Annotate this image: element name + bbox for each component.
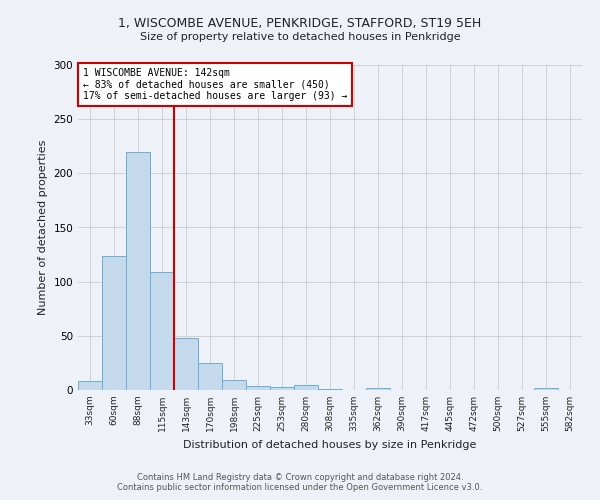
Bar [366,388,390,390]
Bar [78,382,102,390]
Bar [150,272,174,390]
X-axis label: Distribution of detached houses by size in Penkridge: Distribution of detached houses by size … [184,440,476,450]
Bar [222,380,246,390]
Y-axis label: Number of detached properties: Number of detached properties [38,140,48,315]
Bar [318,389,342,390]
Bar [270,387,294,390]
Bar [198,363,222,390]
Text: 1 WISCOMBE AVENUE: 142sqm
← 83% of detached houses are smaller (450)
17% of semi: 1 WISCOMBE AVENUE: 142sqm ← 83% of detac… [83,68,347,102]
Text: 1, WISCOMBE AVENUE, PENKRIDGE, STAFFORD, ST19 5EH: 1, WISCOMBE AVENUE, PENKRIDGE, STAFFORD,… [118,18,482,30]
Bar [246,386,270,390]
Bar [102,256,126,390]
Text: Size of property relative to detached houses in Penkridge: Size of property relative to detached ho… [140,32,460,42]
Bar [126,152,150,390]
Bar [294,384,318,390]
Text: Contains HM Land Registry data © Crown copyright and database right 2024.
Contai: Contains HM Land Registry data © Crown c… [118,473,482,492]
Bar [534,388,558,390]
Bar [174,338,198,390]
